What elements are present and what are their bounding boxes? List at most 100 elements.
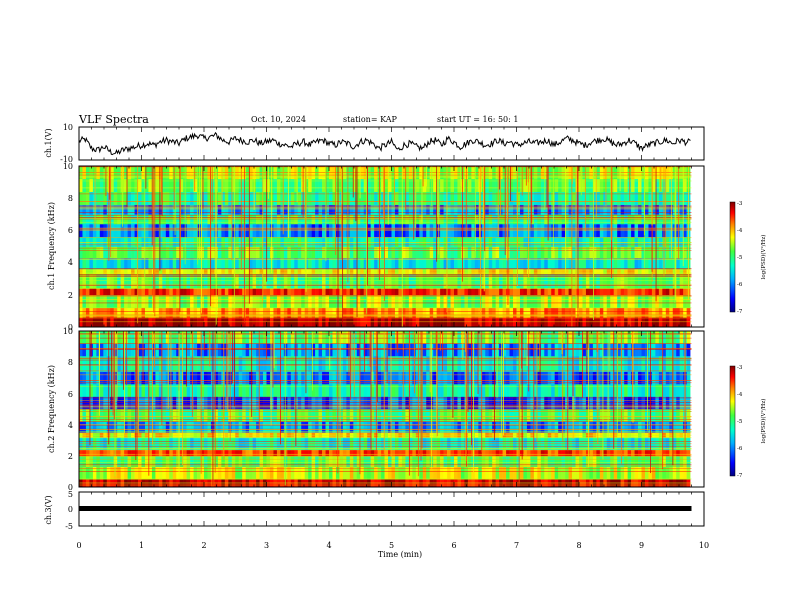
spectrogram-cell <box>620 236 625 247</box>
spectrogram-cell <box>231 455 236 468</box>
spectrogram-cell <box>79 384 83 397</box>
spectrogram-cell <box>419 269 424 275</box>
spectrogram-cell <box>565 191 569 205</box>
spectrogram-sferic <box>655 166 657 302</box>
spectrogram-cell <box>342 178 347 193</box>
spectrogram-cell <box>398 409 403 422</box>
spectrogram-cell <box>249 204 253 215</box>
spectrogram-cell <box>429 466 434 480</box>
spectrogram-cell <box>596 273 601 289</box>
spectrogram-cell <box>79 191 83 205</box>
spectrogram-cell <box>408 449 413 457</box>
spectrogram-cell <box>148 269 153 275</box>
spectrogram-cell <box>582 288 587 296</box>
spectrogram-cell <box>92 307 97 318</box>
spectrogram-cell <box>304 307 309 318</box>
spectrogram-cell <box>221 246 226 259</box>
spectrogram-cell <box>447 269 451 275</box>
spectrogram-cell <box>457 317 462 327</box>
spectrogram-cell <box>148 294 153 308</box>
spectrogram-cell <box>217 288 222 296</box>
spectrogram-cell <box>537 317 542 327</box>
spectrogram-cell <box>141 288 146 296</box>
spectrogram-cell <box>89 288 94 296</box>
spectrogram-cell <box>422 449 427 457</box>
spectrogram-cell <box>231 371 236 385</box>
spectrogram-cell <box>92 317 97 327</box>
spectrogram-cell <box>99 191 104 205</box>
spectrogram-cell <box>554 421 559 433</box>
spectrogram-cell <box>644 191 649 205</box>
spectrogram-cell <box>276 246 281 259</box>
spectrogram-cell <box>179 204 184 215</box>
spectrogram-cell <box>568 294 573 308</box>
spectrogram-cell <box>610 269 615 275</box>
spectrogram-cell <box>301 236 305 247</box>
spectrogram-cell <box>683 246 687 259</box>
spectrogram-cell <box>644 396 649 410</box>
spectrogram-cell <box>551 371 555 385</box>
spectrogram-cell <box>388 288 392 296</box>
spectrogram-sferic <box>421 166 423 223</box>
spectrogram-cell <box>297 455 302 468</box>
spectrogram-cell <box>401 421 406 433</box>
spectrogram-cell <box>519 288 524 296</box>
spectrogram-cell <box>401 246 406 259</box>
spectrogram-cell <box>499 257 503 270</box>
spectrogram-cell <box>290 371 295 385</box>
spectrogram-cell <box>582 246 587 259</box>
spectrogram-cell <box>259 371 264 385</box>
spectrogram-cell <box>287 421 292 433</box>
spectrogram-cell <box>676 449 680 457</box>
spectrogram-cell <box>447 191 451 205</box>
spectrogram-cell <box>290 236 295 247</box>
spectrogram-cell <box>85 294 90 308</box>
spectrogram-cell <box>131 246 135 259</box>
spectrogram-cell <box>162 307 167 318</box>
spectrogram-cell <box>447 246 451 259</box>
spectrogram-cell <box>141 246 146 259</box>
spectrogram-cell <box>617 288 621 296</box>
spectrogram-cell <box>207 396 212 410</box>
spectrogram-cell <box>613 455 618 468</box>
spectrogram-cell <box>620 294 625 308</box>
spectrogram-cell <box>141 409 146 422</box>
spectrogram-cell <box>110 317 115 327</box>
spectrogram-cell <box>415 449 420 457</box>
spectrogram-cell <box>290 257 295 270</box>
spectrogram-cell <box>408 178 413 193</box>
spectrogram-cell <box>110 449 115 457</box>
spectrogram-cell <box>360 204 365 215</box>
spectrogram-cell <box>186 396 191 410</box>
spectrogram-cell <box>457 246 462 259</box>
spectrogram-cell <box>492 288 496 296</box>
spectrogram-cell <box>488 204 493 215</box>
spectrogram-cell <box>603 246 608 259</box>
spectrogram-cell <box>641 307 646 318</box>
spectrogram-cell <box>322 466 326 480</box>
spectrogram-cell <box>297 421 302 433</box>
spectrogram-cell <box>596 246 601 259</box>
spectrogram-sferic <box>504 166 506 256</box>
spectrogram-streak <box>79 287 692 289</box>
spectrogram-cell <box>117 288 121 296</box>
spectrogram-cell <box>134 307 139 318</box>
spectrogram-cell <box>96 317 101 327</box>
spectrogram-cell <box>117 384 121 397</box>
spectrogram-cell <box>502 384 507 397</box>
spectrogram-cell <box>676 257 680 270</box>
spectrogram-cell <box>172 449 177 457</box>
spectrogram-cell <box>228 317 233 327</box>
spectrogram-cell <box>436 307 441 318</box>
spectrogram-cell <box>644 409 649 422</box>
spectrogram-cell <box>349 191 354 205</box>
spectrogram-cell <box>492 178 496 193</box>
spectrogram-cell <box>186 257 191 270</box>
spectrogram-cell <box>124 409 128 422</box>
spectrogram-cell <box>99 307 104 318</box>
spectrogram-cell <box>648 236 653 247</box>
spectrogram-cell <box>273 191 278 205</box>
spectrogram-cell <box>638 466 642 480</box>
spectrogram-cell <box>575 384 580 397</box>
spectrogram-cell <box>360 294 365 308</box>
